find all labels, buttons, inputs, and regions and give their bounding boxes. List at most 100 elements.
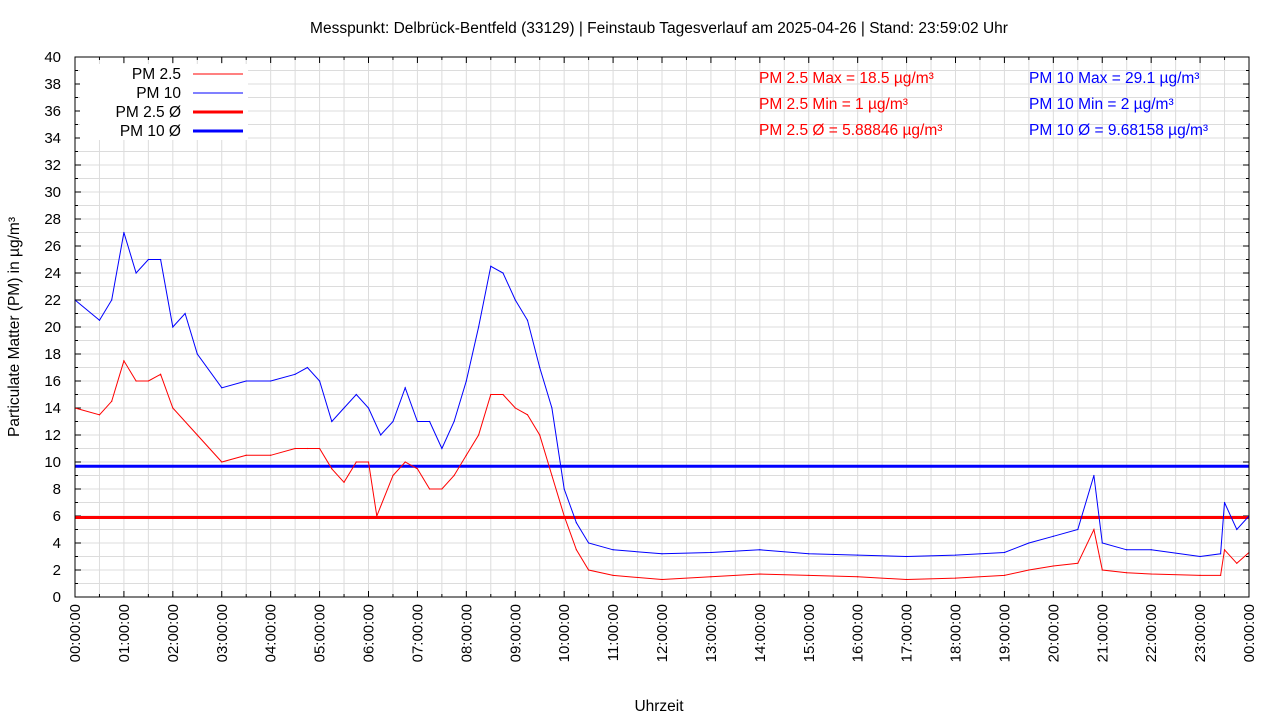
data-point (954, 577, 957, 579)
data-point (98, 414, 101, 416)
data-point (1223, 501, 1226, 504)
data-point (376, 515, 378, 517)
data-point (477, 326, 480, 328)
grid (75, 57, 1249, 597)
x-tick-label: 03:00:00 (214, 604, 231, 662)
data-point (759, 573, 761, 575)
data-point (172, 326, 174, 328)
data-point (1077, 562, 1079, 564)
data-point (429, 420, 431, 423)
y-axis-label: Particulate Matter (PM) in µg/m³ (6, 217, 23, 437)
data-point (123, 360, 125, 362)
x-tick-label: 09:00:00 (507, 604, 524, 662)
x-tick-label: 16:00:00 (850, 604, 867, 662)
data-point (1150, 573, 1152, 575)
data-point (172, 407, 174, 409)
x-tick-label: 22:00:00 (1143, 604, 1160, 662)
chart-title: Messpunkt: Delbrück-Bentfeld (33129) | F… (310, 20, 1008, 37)
series-line-pm-2-5 (74, 359, 1250, 581)
data-point (135, 380, 137, 382)
y-tick-label: 32 (44, 157, 61, 174)
plot-frame (74, 56, 1250, 598)
data-point (857, 576, 859, 578)
data-point (453, 474, 455, 477)
data-point (808, 574, 810, 577)
data-point (441, 488, 443, 490)
data-point (404, 387, 406, 389)
axis-ticks: 00:00:00 01:00:00 02:00:00 03:00:00 04:00:00… (44, 49, 1258, 662)
data-point (1223, 549, 1226, 551)
data-point (575, 549, 577, 551)
data-point (404, 461, 406, 463)
data-point (661, 553, 663, 555)
x-tick-label: 18:00:00 (948, 604, 965, 662)
data-point (514, 407, 516, 409)
data-point (270, 380, 272, 382)
data-point (477, 434, 480, 436)
pm25-stat: PM 2.5 Min = 1 µg/m³ (759, 96, 908, 113)
data-point (710, 576, 712, 578)
pm10-stat: PM 10 Min = 2 µg/m³ (1029, 96, 1174, 113)
y-tick-label: 30 (44, 184, 61, 201)
data-point (612, 549, 614, 551)
data-point (905, 578, 908, 581)
x-tick-label: 00:00:00 (1241, 604, 1258, 662)
data-point (343, 407, 345, 409)
data-point (331, 468, 333, 470)
data-point (514, 299, 516, 301)
y-tick-label: 12 (44, 427, 61, 444)
data-point (331, 420, 333, 423)
data-point (221, 461, 223, 463)
y-tick-label: 20 (44, 319, 61, 336)
data-point (539, 434, 541, 436)
y-tick-label: 6 (53, 508, 61, 525)
x-tick-label: 02:00:00 (165, 604, 182, 662)
y-tick-label: 36 (44, 103, 61, 120)
data-point (306, 447, 308, 450)
data-point (1093, 474, 1095, 477)
data-point (661, 578, 663, 581)
x-tick-label: 07:00:00 (409, 604, 426, 662)
data-point (539, 366, 541, 369)
data-point (98, 319, 101, 321)
data-point (588, 569, 590, 571)
data-point (551, 474, 553, 477)
data-point (355, 393, 357, 396)
data-point (270, 454, 272, 456)
data-point (111, 299, 113, 301)
x-tick-label: 12:00:00 (654, 604, 671, 662)
data-point (1052, 535, 1054, 537)
data-point (294, 373, 296, 375)
data-point (160, 258, 162, 261)
x-tick-label: 08:00:00 (458, 604, 475, 662)
data-point (502, 272, 504, 274)
data-point (135, 272, 137, 274)
legend-bg (80, 102, 248, 121)
data-point (416, 468, 419, 470)
data-point (245, 380, 247, 382)
data-point (184, 312, 186, 315)
data-point (1093, 528, 1095, 531)
data-point (465, 380, 467, 382)
data-point (441, 447, 443, 450)
data-point (575, 522, 577, 524)
data-point (1028, 542, 1030, 544)
data-point (1236, 528, 1238, 531)
data-point (380, 434, 382, 436)
y-tick-label: 14 (44, 400, 61, 417)
legend-bg (80, 64, 248, 83)
x-tick-label: 00:00:00 (67, 604, 84, 662)
data-point (294, 447, 296, 450)
data-point (759, 549, 761, 551)
data-point (563, 515, 565, 517)
legend-label: PM 10 (136, 85, 181, 102)
data-point (588, 542, 590, 544)
x-axis-label: Uhrzeit (634, 698, 684, 715)
data-point (490, 265, 492, 267)
y-tick-label: 16 (44, 373, 61, 390)
pm25-stat: PM 2.5 Ø = 5.88846 µg/m³ (759, 122, 942, 139)
data-point (367, 407, 370, 409)
data-point (196, 434, 198, 436)
data-point (1101, 542, 1103, 544)
